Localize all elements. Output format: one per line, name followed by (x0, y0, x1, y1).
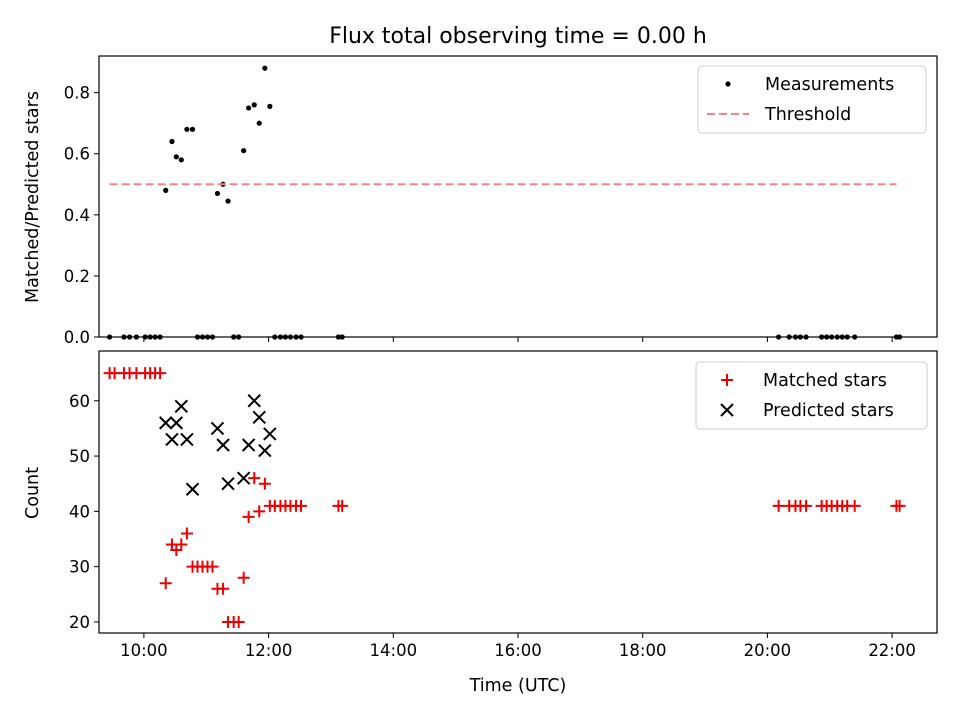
predicted-star-point (263, 427, 277, 441)
bottom-x-tick-label: 10:00 (120, 641, 168, 660)
legend-matched-label: Matched stars (763, 371, 887, 391)
bottom-y-tick-label: 50 (69, 447, 90, 466)
matched-star-point (336, 499, 349, 512)
measurement-point (267, 103, 273, 109)
bottom-x-tick-label: 16:00 (494, 641, 542, 660)
matched-star-point (772, 499, 785, 512)
matched-star-point (206, 560, 219, 573)
bottom-x-tick-label: 18:00 (619, 641, 667, 660)
top-y-tick-label: 0.0 (64, 328, 90, 347)
bottom-y-tick-label: 20 (69, 613, 90, 632)
predicted-star-point (165, 432, 179, 447)
matched-star-point (159, 577, 172, 590)
bottom-legend: Matched stars Predicted stars (695, 361, 928, 430)
matched-star-point (248, 472, 261, 485)
measurement-point (246, 105, 252, 111)
top-axes-frame (98, 55, 938, 338)
bottom-x-tick-label: 12:00 (245, 641, 293, 660)
top-y-tick-label: 0.6 (64, 145, 90, 164)
matched-star-point (295, 499, 308, 512)
predicted-star-point (174, 399, 189, 414)
matched-star-point (237, 571, 250, 584)
matched-star-point (232, 615, 245, 628)
panel-ratio: 0.0 0.2 0.4 0.6 0.8 (64, 55, 938, 347)
matched-star-point (175, 538, 188, 551)
bottom-series-1 (159, 394, 277, 496)
predicted-star-point (221, 476, 235, 491)
measurement-point (189, 126, 196, 132)
matched-star-point (180, 527, 193, 540)
measurement-point (169, 138, 175, 145)
matched-star-point (258, 477, 271, 490)
predicted-star-point (210, 421, 225, 436)
matched-star-point (848, 499, 861, 512)
predicted-star-point (185, 482, 200, 496)
bottom-x-tick-label: 14:00 (370, 641, 418, 660)
measurement-point (256, 120, 262, 126)
matched-star-point (893, 499, 906, 512)
top-legend: Measurements Threshold (697, 65, 927, 134)
bottom-x-tick-label: 22:00 (868, 641, 916, 660)
top-legend-frame (697, 65, 927, 134)
measurement-point (163, 187, 169, 193)
legend-matched-marker (721, 374, 733, 386)
predicted-star-point (216, 438, 230, 452)
matched-star-point (154, 367, 167, 380)
top-y-tick-label: 0.4 (64, 206, 90, 225)
top-y-tick-label: 0.8 (64, 84, 90, 103)
bottom-y-tick-label: 30 (69, 558, 90, 577)
bottom-x-tick-label: 20:00 (744, 641, 792, 660)
matched-star-point (253, 505, 266, 518)
legend-predicted-marker (720, 403, 734, 417)
bottom-y-tick-label: 60 (69, 392, 90, 411)
predicted-star-point (159, 416, 173, 430)
measurement-point (214, 190, 221, 197)
predicted-star-point (236, 471, 251, 485)
measurement-point (251, 102, 257, 108)
measurement-point (225, 198, 231, 204)
measurement-point (178, 157, 184, 163)
predicted-star-point (252, 410, 266, 425)
predicted-star-point (247, 394, 261, 408)
legend-measurements-marker (725, 81, 731, 87)
predicted-star-point (169, 416, 184, 430)
bottom-legend-frame (695, 361, 928, 430)
measurement-point (241, 148, 247, 154)
top-y-tick-label: 0.2 (64, 267, 90, 286)
measurement-point (173, 154, 179, 160)
matched-star-point (800, 499, 813, 512)
figure-title: Flux total observing time = 0.00 h (329, 24, 707, 49)
predicted-star-point (258, 443, 272, 458)
top-y-axis-label: Matched/Predicted stars (23, 91, 43, 303)
bottom-axes-frame (98, 350, 938, 634)
legend-measurements-label: Measurements (765, 75, 894, 95)
bottom-series-0 (103, 367, 906, 628)
predicted-star-point (241, 438, 256, 452)
matched-star-point (242, 510, 255, 523)
legend-threshold-label: Threshold (764, 105, 851, 125)
matched-star-point (217, 582, 230, 595)
measurement-point (184, 126, 190, 132)
legend-predicted-label: Predicted stars (763, 401, 894, 421)
bottom-x-axis-label: Time (UTC) (469, 676, 567, 696)
bottom-y-tick-label: 40 (69, 502, 90, 521)
panel-counts: 10:00 12:00 14:00 16:00 18:00 20:00 22:00 20 30 4… (69, 350, 938, 660)
bottom-y-axis-label: Count (23, 467, 43, 519)
predicted-star-point (180, 432, 194, 447)
measurement-point (262, 65, 268, 71)
